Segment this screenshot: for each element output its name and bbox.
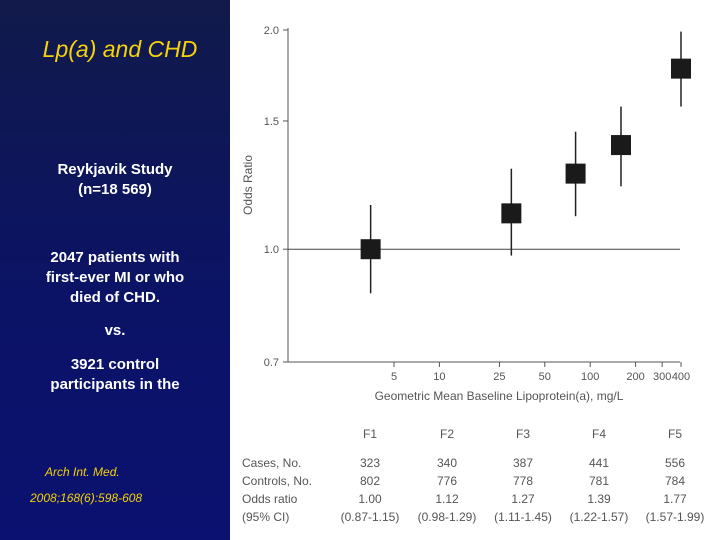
odds-ratio-marker-f1 bbox=[360, 239, 381, 260]
patients-line-2: first-ever MI or who bbox=[45, 269, 185, 286]
table-header-f2: F2 bbox=[440, 427, 454, 441]
table-cell: 1.39 bbox=[587, 492, 611, 506]
y-tick-label: 1.0 bbox=[264, 244, 279, 256]
table-row-label: Controls, No. bbox=[242, 474, 312, 488]
table-header-f5: F5 bbox=[668, 427, 682, 441]
table-header-f1: F1 bbox=[363, 427, 377, 441]
y-tick-label: 2.0 bbox=[264, 25, 279, 37]
table-row-label: Cases, No. bbox=[242, 456, 301, 470]
controls-line-1: 3921 control bbox=[70, 356, 160, 373]
x-tick-label: 300 bbox=[653, 371, 671, 383]
x-tick-label: 5 bbox=[391, 371, 397, 383]
table-cell: 778 bbox=[513, 474, 533, 488]
x-tick-label: 25 bbox=[493, 371, 505, 383]
odds-ratio-marker-f3 bbox=[565, 163, 586, 184]
patients-block: 2047 patients with first-ever MI or who … bbox=[0, 248, 230, 308]
study-size: (n=18 569) bbox=[78, 181, 152, 198]
table-cell: (1.11-1.45) bbox=[494, 510, 552, 524]
x-tick-label: 400 bbox=[672, 371, 690, 383]
table-cell: (0.98-1.29) bbox=[418, 510, 477, 524]
odds-ratio-marker-f4 bbox=[610, 135, 631, 156]
table-cell: 781 bbox=[589, 474, 609, 488]
x-axis-title: Geometric Mean Baseline Lipoprotein(a), … bbox=[375, 389, 624, 403]
table-cell: (1.57-1.99) bbox=[646, 510, 705, 524]
table-cell: (1.22-1.57) bbox=[570, 510, 629, 524]
x-tick-label: 200 bbox=[626, 371, 644, 383]
citation-journal: Arch Int. Med. bbox=[45, 465, 120, 479]
x-tick-label: 100 bbox=[581, 371, 599, 383]
table-cell: 802 bbox=[360, 474, 380, 488]
table-cell: 387 bbox=[513, 456, 533, 470]
y-tick-label: 0.7 bbox=[264, 357, 279, 369]
patients-line-3: died of CHD. bbox=[70, 289, 160, 306]
odds-ratio-marker-f2 bbox=[501, 203, 522, 224]
y-axis-title: Odds Ratio bbox=[241, 155, 255, 215]
table-cell: 340 bbox=[437, 456, 457, 470]
study-name: Reykjavik Study bbox=[57, 161, 173, 178]
citation-reference: 2008;168(6):598-608 bbox=[30, 491, 143, 505]
table-row-label: (95% CI) bbox=[242, 510, 289, 524]
table-header-f4: F4 bbox=[592, 427, 606, 441]
odds-ratio-marker-f5 bbox=[671, 58, 691, 79]
table-cell: 1.77 bbox=[663, 492, 687, 506]
table-cell: 784 bbox=[665, 474, 685, 488]
table-cell: 1.12 bbox=[435, 492, 459, 506]
slide-title: Lp(a) and CHD bbox=[42, 36, 198, 62]
controls-line-2: participants in the bbox=[50, 376, 180, 393]
table-cell: 776 bbox=[437, 474, 457, 488]
versus-label: vs. bbox=[104, 322, 126, 339]
x-tick-label: 10 bbox=[433, 371, 445, 383]
x-tick-label: 50 bbox=[539, 371, 551, 383]
y-tick-label: 1.5 bbox=[264, 116, 279, 128]
controls-block: 3921 control participants in the bbox=[0, 355, 230, 395]
patients-line-1: 2047 patients with bbox=[50, 249, 180, 266]
table-cell: 556 bbox=[665, 456, 685, 470]
table-cell: 1.27 bbox=[511, 492, 535, 506]
table-cell: (0.87-1.15) bbox=[341, 510, 400, 524]
table-cell: 441 bbox=[589, 456, 609, 470]
odds-ratio-chart: 0.7 1.0 1.5 2.0 5 10 25 50 100 200 300 400 Geometric… bbox=[241, 25, 705, 524]
table-row-label: Odds ratio bbox=[242, 492, 298, 506]
table-cell: 1.00 bbox=[358, 492, 382, 506]
table-header-f3: F3 bbox=[516, 427, 530, 441]
left-text-panel: Lp(a) and CHD Reykjavik Study (n=18 569)… bbox=[0, 0, 230, 540]
study-block: Reykjavik Study (n=18 569) bbox=[0, 160, 230, 200]
table-cell: 323 bbox=[360, 456, 380, 470]
